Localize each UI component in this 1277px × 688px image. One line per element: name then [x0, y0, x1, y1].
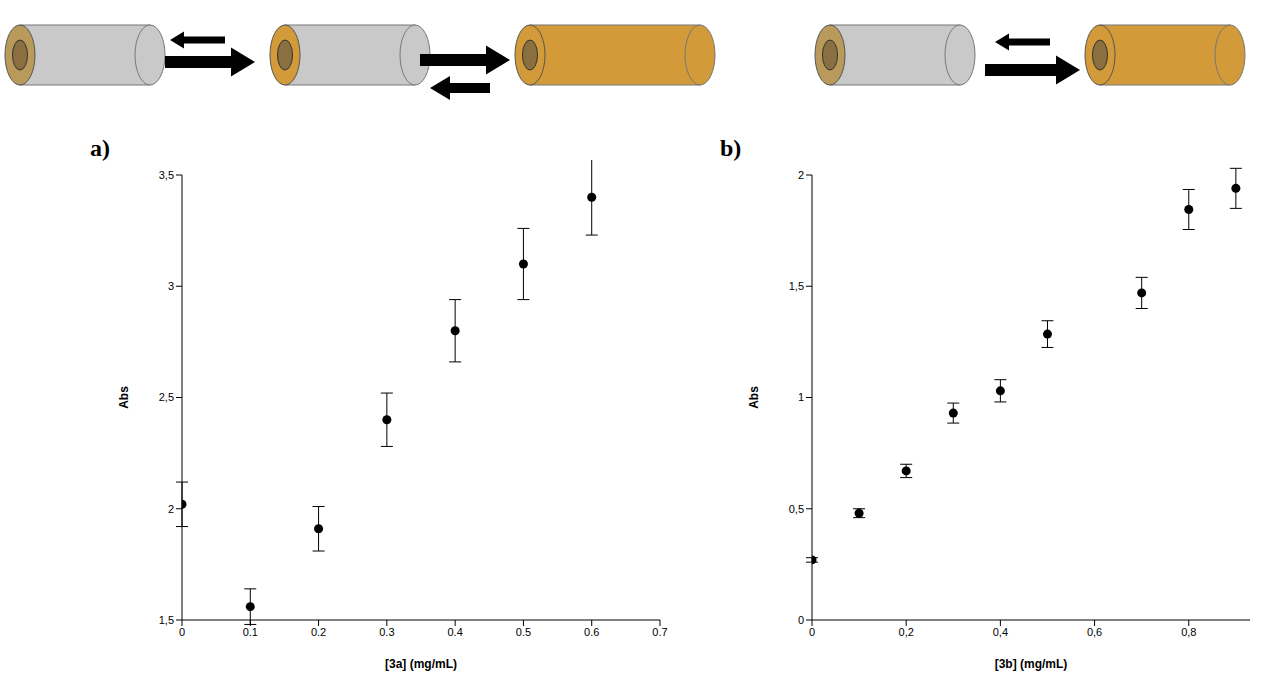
svg-text:0,2: 0,2 [899, 626, 914, 638]
svg-text:0.4: 0.4 [447, 626, 462, 638]
svg-text:0,4: 0,4 [993, 626, 1008, 638]
svg-text:0.2: 0.2 [311, 626, 326, 638]
svg-text:Abs: Abs [747, 386, 761, 409]
svg-text:3,5: 3,5 [159, 169, 174, 181]
svg-text:2,5: 2,5 [159, 391, 174, 403]
svg-text:0,5: 0,5 [789, 503, 804, 515]
svg-text:[3a] (mg/mL): [3a] (mg/mL) [385, 657, 457, 671]
svg-text:0.6: 0.6 [584, 626, 599, 638]
svg-text:0: 0 [809, 626, 815, 638]
svg-text:3: 3 [168, 280, 174, 292]
svg-text:1,5: 1,5 [789, 280, 804, 292]
svg-text:1: 1 [798, 391, 804, 403]
svg-text:0.3: 0.3 [379, 626, 394, 638]
svg-text:0.5: 0.5 [516, 626, 531, 638]
svg-text:1,5: 1,5 [159, 614, 174, 626]
svg-text:0,8: 0,8 [1181, 626, 1196, 638]
svg-text:0,6: 0,6 [1087, 626, 1102, 638]
svg-text:2: 2 [798, 169, 804, 181]
html-text:b): b) [720, 135, 742, 161]
svg-text:0.7: 0.7 [652, 626, 667, 638]
svg-text:0.1: 0.1 [243, 626, 258, 638]
svg-text:0: 0 [798, 614, 804, 626]
svg-text:Abs: Abs [117, 386, 131, 409]
svg-text:[3b] (mg/mL): [3b] (mg/mL) [995, 657, 1068, 671]
svg-text:2: 2 [168, 503, 174, 515]
svg-text:0: 0 [179, 626, 185, 638]
html-text:a): a) [90, 135, 110, 161]
